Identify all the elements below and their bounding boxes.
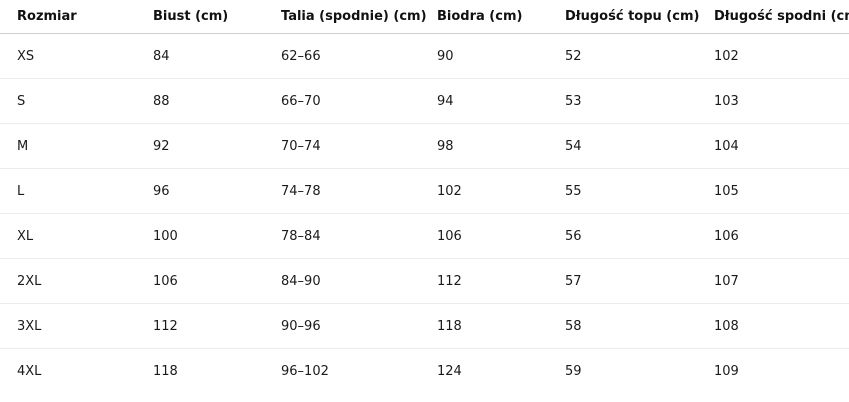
cell-bust: 88 — [136, 78, 264, 124]
cell-waist: 66–70 — [264, 78, 420, 124]
cell-bust: 84 — [136, 33, 264, 79]
cell-top-length: 56 — [548, 213, 697, 259]
cell-pants-length: 102 — [697, 33, 849, 79]
cell-pants-length: 105 — [697, 168, 849, 214]
cell-top-length: 58 — [548, 303, 697, 349]
header-size: Rozmiar — [0, 0, 136, 34]
cell-hips: 106 — [420, 213, 548, 259]
cell-size: XL — [0, 213, 136, 259]
header-top-length: Długość topu (cm) — [548, 0, 699, 34]
header-pants-length: Długość spodni (cm) — [697, 0, 849, 34]
cell-hips: 124 — [437, 363, 462, 379]
header-waist: Talia (spodnie) (cm) — [264, 0, 427, 34]
cell-waist: 96–102 — [281, 363, 329, 379]
cell-top-length: 57 — [548, 258, 697, 304]
cell-hips: 98 — [420, 123, 548, 169]
table-row: XS 84 62–66 90 52 102 — [0, 33, 849, 79]
cell-size: L — [0, 168, 136, 214]
cell-hips: 102 — [420, 168, 548, 214]
cell-pants-length: 104 — [697, 123, 849, 169]
cell-pants-length: 108 — [697, 303, 849, 349]
cell-pants-length: 107 — [697, 258, 849, 304]
table-row: 2XL 106 84–90 112 57 107 — [0, 258, 849, 304]
cell-waist: 90–96 — [264, 303, 420, 349]
cell-size: 3XL — [0, 303, 136, 349]
cell-waist: 84–90 — [264, 258, 420, 304]
cell-size: M — [0, 123, 136, 169]
table-row: M 92 70–74 98 54 104 — [0, 123, 849, 169]
table-row: 4XL 118 96–102 124 59 109 — [0, 349, 849, 394]
cell-size: 4XL — [17, 363, 42, 379]
table-row: 3XL 112 90–96 118 58 108 — [0, 303, 849, 349]
cell-bust: 112 — [136, 303, 264, 349]
cell-hips: 94 — [420, 78, 548, 124]
cell-size: S — [0, 78, 136, 124]
cell-waist: 74–78 — [264, 168, 420, 214]
cell-waist: 78–84 — [264, 213, 420, 259]
cell-bust: 106 — [136, 258, 264, 304]
cell-pants-length: 109 — [714, 363, 739, 379]
cell-bust: 92 — [136, 123, 264, 169]
table-body: XS 84 62–66 90 52 102 S 88 66–70 94 53 103 M 92 70–74 9… — [0, 33, 849, 394]
cell-top-length: 54 — [548, 123, 697, 169]
table-row: XL 100 78–84 106 56 106 — [0, 213, 849, 259]
table-row: L 96 74–78 102 55 105 — [0, 168, 849, 214]
header-bust: Biust (cm) — [136, 0, 264, 34]
cell-size: XS — [0, 33, 136, 79]
table-row: S 88 66–70 94 53 103 — [0, 78, 849, 124]
header-hips: Biodra (cm) — [420, 0, 548, 34]
table-header: Rozmiar Biust (cm) Talia (spodnie) (cm) … — [0, 0, 849, 34]
cell-top-length: 59 — [565, 363, 582, 379]
cell-hips: 112 — [420, 258, 548, 304]
cell-top-length: 55 — [548, 168, 697, 214]
header-row: Rozmiar Biust (cm) Talia (spodnie) (cm) … — [0, 0, 849, 34]
cell-bust: 96 — [136, 168, 264, 214]
cell-top-length: 52 — [548, 33, 697, 79]
cell-size: 2XL — [0, 258, 136, 304]
cell-waist: 70–74 — [264, 123, 420, 169]
cell-top-length: 53 — [548, 78, 697, 124]
cell-waist: 62–66 — [264, 33, 420, 79]
cell-hips: 118 — [420, 303, 548, 349]
cell-pants-length: 106 — [697, 213, 849, 259]
cell-bust: 118 — [153, 363, 178, 379]
cell-pants-length: 103 — [697, 78, 849, 124]
cell-bust: 100 — [136, 213, 264, 259]
cell-hips: 90 — [420, 33, 548, 79]
